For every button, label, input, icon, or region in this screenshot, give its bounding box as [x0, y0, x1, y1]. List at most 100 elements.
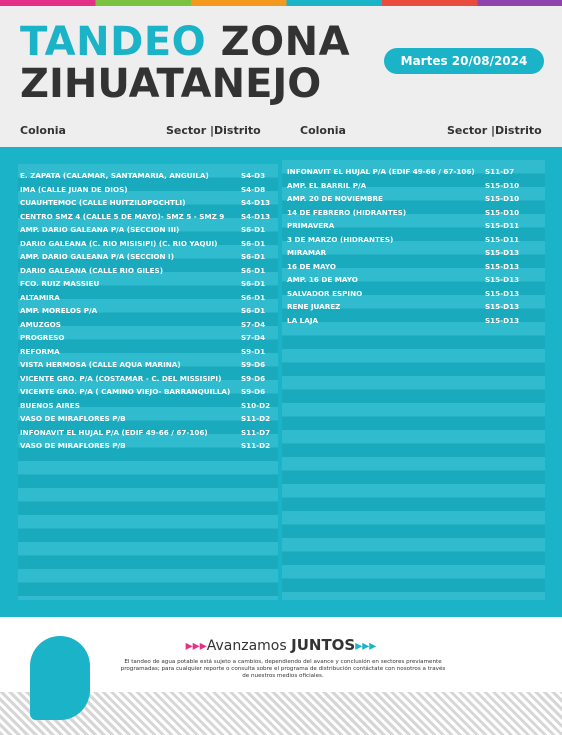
colonia-cell: VISTA HERMOSA (CALLE AQUA MARINA) [20, 360, 181, 369]
table-row: VICENTE GRO. P/A ( CAMINO VIEJO- BARRANQ… [20, 385, 280, 398]
table-row: VISTA HERMOSA (CALLE AQUA MARINA) S9-D6 [20, 358, 280, 371]
colonia-cell: INFONAVIT EL HUJAL P/A (EDIF 49-66 / 67-… [287, 167, 475, 176]
table-row: CENTRO SMZ 4 (CALLE 5 DE MAYO)- SMZ 5 - … [20, 210, 280, 223]
table-row: AMP. MORELOS P/A S6-D1 [20, 304, 280, 317]
sector-cell: S9-D6 [241, 360, 266, 369]
sector-cell: S15-D13 [485, 288, 520, 298]
date-badge: Martes 20/08/2024 [384, 48, 544, 74]
sector-cell: S15-D11 [485, 221, 520, 230]
sector-cell: S9-D6 [241, 387, 266, 396]
colonia-cell: MIRAMAR [287, 248, 327, 257]
logo [30, 636, 90, 720]
colonia-cell: VICENTE GRO. P/A ( CAMINO VIEJO- BARRANQ… [20, 387, 231, 396]
colonia-cell: E. ZAPATA (CALAMAR, SANTAMARIA, ANGUILA) [20, 171, 209, 180]
colonia-cell: PRIMAVERA [287, 221, 335, 230]
disclaimer: El tandeo de agua potable está sujeto a … [120, 659, 446, 679]
slogan: ▸▸▸Avanzamos JUNTOS▸▸▸ [185, 636, 377, 654]
table-row: ALTAMIRA S6-D1 [20, 291, 280, 304]
table-row: PROGRESO S7-D4 [20, 331, 280, 344]
colonia-cell: REFORMA [20, 346, 60, 356]
sector-cell: S15-D13 [485, 315, 520, 325]
table-row: BUENOS AIRES S10-D2 [20, 399, 280, 412]
title-word: TANDEO [20, 19, 207, 65]
colonia-cell: VICENTE GRO. P/A (COSTAMAR - C. DEL MISS… [20, 373, 222, 383]
color-bar [0, 0, 562, 6]
table-row: AMUZGOS S7-D4 [20, 318, 280, 331]
table-row: CUAUHTEMOC (CALLE HUITZILOPOCHTLI) S4-D13 [20, 196, 280, 209]
sector-cell: S4-D13 [241, 211, 271, 221]
table-row: 3 DE MARZO (HIDRANTES) S15-D11 [287, 233, 547, 246]
sector-cell: S7-D4 [241, 333, 266, 342]
colonia-cell: AMUZGOS [20, 319, 61, 329]
table-row: VASO DE MIRAFLORES P/B S11-D2 [20, 412, 280, 425]
column-header: Colonia [300, 124, 346, 137]
sector-cell: S15-D11 [485, 234, 520, 244]
table-row: FCO. RUIZ MASSIEU S6-D1 [20, 277, 280, 290]
colonia-cell: PROGRESO [20, 333, 65, 342]
colonia-cell: 3 DE MARZO (HIDRANTES) [287, 234, 394, 244]
title: TANDEO ZONA [20, 20, 350, 64]
table-row: DARIO GALEANA (C. RIO MISISIPI) (C. RIO … [20, 237, 280, 250]
colonia-cell: AMP. EL BARRIL P/A [287, 180, 367, 190]
column-header: Sector |Distrito [447, 124, 542, 137]
table-row: AMP. DARIO GALEANA P/A (SECCION I) S6-D1 [20, 250, 280, 263]
pattern [0, 692, 562, 735]
sector-cell: S15-D10 [485, 180, 520, 190]
table-row: AMP. 16 DE MAYO S15-D13 [287, 273, 547, 286]
table-row: 14 DE FEBRERO (HIDRANTES) S15-D10 [287, 206, 547, 219]
colonia-cell: CENTRO SMZ 4 (CALLE 5 DE MAYO)- SMZ 5 - … [20, 211, 225, 221]
column-header: Colonia [20, 124, 66, 137]
sector-cell: S11-D7 [241, 427, 271, 437]
colonia-cell: ALTAMIRA [20, 292, 60, 302]
sector-cell: S6-D1 [241, 238, 266, 248]
sector-cell: S15-D13 [485, 302, 520, 311]
table-row: 16 DE MAYO S15-D13 [287, 260, 547, 273]
stripes [18, 164, 278, 600]
colonia-cell: DARIO GALEANA (C. RIO MISISIPI) (C. RIO … [20, 238, 218, 248]
colonia-cell: AMP. DARIO GALEANA P/A (SECCION I) [20, 252, 174, 261]
colonia-cell: AMP. MORELOS P/A [20, 306, 98, 315]
colonia-cell: INFONAVIT EL HUJAL P/A (EDIF 49-66 / 67-… [20, 427, 208, 437]
table-row: IMA (CALLE JUAN DE DIOS) S4-D8 [20, 183, 280, 196]
stripes [282, 160, 545, 600]
sector-cell: S6-D1 [241, 252, 266, 261]
table-row: LA LAJA S15-D13 [287, 314, 547, 327]
colonia-cell: AMP. 16 DE MAYO [287, 275, 358, 284]
table-row: INFONAVIT EL HUJAL P/A (EDIF 49-66 / 67-… [287, 165, 547, 178]
table-row: AMP. 20 DE NOVIEMBRE S15-D10 [287, 192, 547, 205]
table-row: PRIMAVERA S15-D11 [287, 219, 547, 232]
table-panel [0, 147, 562, 617]
sector-cell: S15-D13 [485, 275, 520, 284]
table-row: REFORMA S9-D1 [20, 345, 280, 358]
sector-cell: S15-D13 [485, 261, 520, 271]
slogan-word: Avanzamos [206, 638, 287, 654]
table-row: E. ZAPATA (CALAMAR, SANTAMARIA, ANGUILA)… [20, 169, 280, 182]
sector-cell: S11-D2 [241, 414, 271, 423]
colonia-cell: DARIO GALEANA (CALLE RIO GILES) [20, 265, 163, 275]
table-row: MIRAMAR S15-D13 [287, 246, 547, 259]
colonia-cell: AMP. 20 DE NOVIEMBRE [287, 194, 383, 203]
sector-cell: S11-D2 [241, 441, 271, 450]
colonia-cell: VASO DE MIRAFLORES P/B [20, 441, 126, 450]
sector-cell: S11-D7 [485, 167, 515, 176]
colonia-cell: LA LAJA [287, 315, 319, 325]
sector-cell: S6-D1 [241, 306, 266, 315]
colonia-cell: RENE JUAREZ [287, 302, 341, 311]
column-header: Sector |Distrito [166, 124, 261, 137]
colonia-cell: CUAUHTEMOC (CALLE HUITZILOPOCHTLI) [20, 198, 186, 207]
table-row: VASO DE MIRAFLORES P/B S11-D2 [20, 439, 280, 452]
sector-cell: S9-D1 [241, 346, 266, 356]
sector-cell: S4-D8 [241, 184, 266, 194]
sector-cell: S15-D10 [485, 207, 520, 217]
slogan-word: JUNTOS [291, 636, 356, 654]
sector-cell: S9-D6 [241, 373, 266, 383]
colonia-cell: VASO DE MIRAFLORES P/B [20, 414, 126, 423]
colonia-cell: IMA (CALLE JUAN DE DIOS) [20, 184, 128, 194]
sector-cell: S7-D4 [241, 319, 266, 329]
title: ZIHUATANEJO [20, 61, 322, 107]
colonia-cell: AMP. DARIO GALEANA P/A (SECCION III) [20, 225, 180, 234]
sector-cell: S4-D13 [241, 198, 271, 207]
table-row: SALVADOR ESPINO S15-D13 [287, 287, 547, 300]
colonia-cell: 14 DE FEBRERO (HIDRANTES) [287, 207, 407, 217]
